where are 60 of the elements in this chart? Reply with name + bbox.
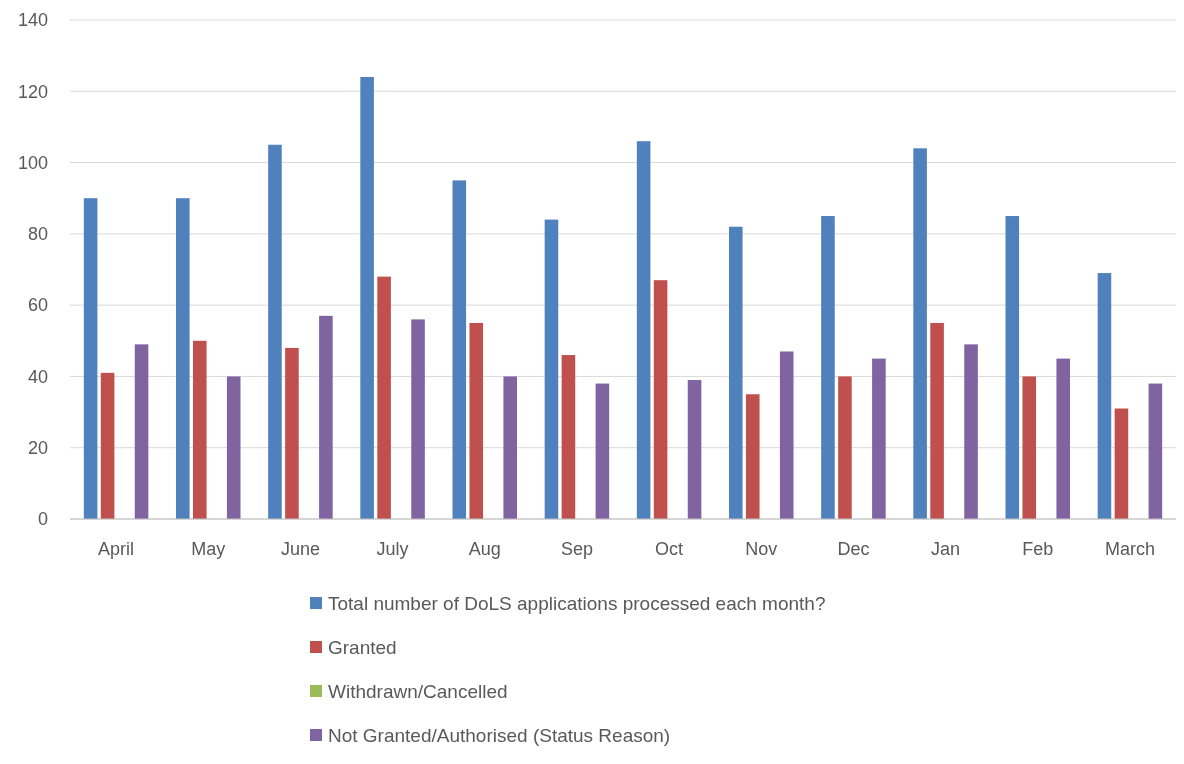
bar	[100, 372, 115, 519]
bar	[360, 77, 374, 519]
bar	[319, 315, 333, 519]
bar	[1148, 383, 1163, 519]
bar	[636, 141, 651, 519]
legend-label: Total number of DoLS applications processed each month?	[328, 592, 826, 614]
bar	[930, 322, 944, 519]
x-tick-label: June	[280, 539, 320, 559]
bar	[595, 383, 610, 519]
legend-label: Withdrawn/Cancelled	[328, 680, 508, 702]
bar	[779, 351, 794, 519]
x-tick-label: Nov	[745, 539, 778, 559]
bar	[377, 276, 391, 519]
x-tick-label: Dec	[837, 539, 870, 559]
bar	[469, 322, 484, 519]
bar	[653, 280, 668, 519]
bar	[192, 340, 207, 519]
bar	[838, 376, 852, 519]
bar	[872, 358, 886, 519]
bar	[285, 347, 299, 519]
bar	[175, 198, 190, 519]
y-tick-label: 40	[27, 366, 48, 387]
bar	[964, 344, 978, 519]
y-tick-label: 140	[17, 10, 48, 31]
y-tick-label: 80	[27, 224, 48, 245]
bar	[1022, 376, 1037, 519]
bar	[544, 219, 559, 519]
bar	[1056, 358, 1071, 519]
x-tick-label: Feb	[1022, 539, 1054, 559]
x-tick-label: May	[191, 539, 226, 559]
bar	[687, 379, 702, 519]
bar	[821, 216, 835, 519]
x-tick-label: Sep	[560, 539, 593, 559]
y-tick-label: 60	[27, 295, 48, 316]
y-tick-label: 20	[27, 438, 48, 459]
bar	[1097, 273, 1112, 519]
bar	[83, 198, 98, 519]
x-tick-label: April	[98, 539, 135, 559]
bar	[913, 148, 927, 519]
bar	[452, 180, 467, 519]
bar	[134, 344, 149, 519]
legend-label: Granted	[328, 636, 397, 658]
bar	[226, 376, 241, 519]
bar	[1005, 216, 1020, 519]
legend-label: Not Granted/Authorised (Status Reason)	[328, 724, 671, 746]
bar	[728, 226, 743, 519]
bar	[268, 144, 282, 519]
bar	[503, 376, 518, 519]
y-tick-label: 0	[37, 509, 48, 530]
y-tick-label: 100	[17, 152, 48, 173]
x-tick-label: July	[376, 539, 409, 559]
x-tick-label: Jan	[931, 539, 961, 559]
bar	[561, 355, 576, 519]
x-tick-label: Oct	[655, 539, 684, 559]
bar	[1114, 408, 1129, 519]
bar	[745, 394, 760, 519]
x-tick-label: Aug	[468, 539, 501, 559]
y-tick-label: 120	[17, 81, 48, 102]
bar	[411, 319, 425, 519]
x-tick-label: March	[1104, 539, 1155, 559]
